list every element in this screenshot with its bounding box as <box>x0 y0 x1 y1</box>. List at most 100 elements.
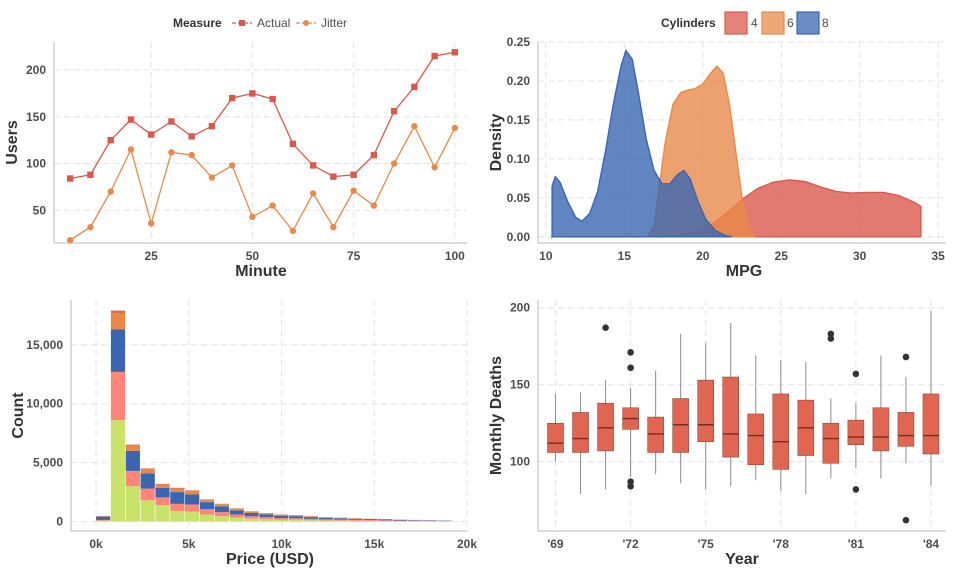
histogram-bar <box>141 469 155 473</box>
box-1980 <box>823 331 839 479</box>
x-tick-label: 5k <box>182 537 196 551</box>
point-jitter <box>128 146 134 152</box>
histogram-bar <box>363 520 377 521</box>
histogram-bar <box>259 517 273 519</box>
outlier-point <box>903 354 910 361</box>
histogram-bar <box>230 509 244 511</box>
box-1975 <box>698 343 714 489</box>
point-actual <box>168 118 174 124</box>
histogram-bar <box>215 516 229 521</box>
y-tick-label: 0.15 <box>507 113 531 127</box>
x-axis-title: Minute <box>235 263 287 280</box>
point-jitter <box>391 160 397 166</box>
histogram-bar <box>141 489 155 501</box>
histogram-bar <box>319 519 333 520</box>
point-actual <box>269 96 275 102</box>
histogram-bar <box>304 520 318 521</box>
series-line-jitter <box>70 126 455 240</box>
histogram-bar <box>215 506 229 512</box>
point-actual <box>371 152 377 158</box>
x-tick-label: 10k <box>272 537 292 551</box>
histogram-bar <box>111 329 125 371</box>
histogram-bar <box>185 491 199 495</box>
point-jitter <box>249 214 255 220</box>
box-body <box>873 408 889 451</box>
point-jitter <box>310 190 316 196</box>
histogram-bar <box>185 504 199 511</box>
histogram-bar <box>170 489 184 493</box>
histogram-bar <box>170 511 184 522</box>
x-axis-title: Year <box>725 551 759 568</box>
series-line-actual <box>70 52 455 178</box>
point-actual <box>229 95 235 101</box>
histogram-bar <box>319 518 333 520</box>
histogram-bar <box>141 500 155 521</box>
histogram-bar <box>111 311 125 313</box>
histogram-bar <box>319 517 333 518</box>
histogram-bar <box>126 486 140 521</box>
point-jitter <box>290 228 296 234</box>
box-1979 <box>798 362 814 494</box>
histogram-bar <box>126 445 140 446</box>
histogram-bar <box>111 313 125 330</box>
histogram-bar <box>363 519 377 520</box>
x-tick-label: 15 <box>618 249 632 263</box>
histogram-bar <box>289 516 303 518</box>
legend-label: 4 <box>751 16 758 30</box>
box-1984 <box>923 311 939 487</box>
point-jitter <box>452 125 458 131</box>
histogram-bar <box>274 516 288 518</box>
x-tick-label: 25 <box>775 249 789 263</box>
y-axis-title: Count <box>10 392 27 439</box>
histogram-bar <box>289 515 303 516</box>
histogram-bar <box>200 500 214 502</box>
point-jitter <box>330 224 336 230</box>
histogram-bar <box>170 488 184 489</box>
x-tick-label: 30 <box>853 249 867 263</box>
box-body <box>923 394 939 454</box>
point-actual <box>391 108 397 114</box>
point-jitter <box>269 202 275 208</box>
histogram-bar <box>141 473 155 488</box>
box-1969 <box>548 394 564 462</box>
point-jitter <box>229 162 235 168</box>
histogram-bar <box>230 515 244 518</box>
histogram-bar <box>274 515 288 516</box>
point-actual <box>67 175 73 181</box>
point-actual <box>148 131 154 137</box>
x-tick-label: 25 <box>144 249 158 263</box>
x-tick-label: '81 <box>848 537 865 551</box>
legend-label: 6 <box>787 16 794 30</box>
point-jitter <box>411 123 417 129</box>
histogram-bar <box>378 521 392 522</box>
histogram-bar <box>185 490 199 491</box>
x-tick-label: 35 <box>931 249 945 263</box>
x-tick-label: '72 <box>623 537 640 551</box>
histogram-bar <box>230 517 244 521</box>
point-actual <box>310 162 316 168</box>
x-tick-label: 10 <box>539 249 553 263</box>
legend-key-swatch <box>725 12 747 34</box>
x-tick-label: '84 <box>923 537 940 551</box>
legend-key-marker <box>303 20 309 26</box>
outlier-point <box>853 486 860 493</box>
legend-title: Measure <box>173 16 222 30</box>
point-actual <box>330 173 336 179</box>
histogram-bar <box>170 492 184 504</box>
legend-key-swatch <box>762 12 784 34</box>
y-tick-label: 100 <box>26 157 46 171</box>
y-tick-label: 10,000 <box>26 397 63 411</box>
box-body <box>698 380 714 442</box>
y-tick-label: 0 <box>56 515 63 529</box>
point-actual <box>107 137 113 143</box>
histogram-bar <box>244 519 258 522</box>
histogram-bar <box>363 521 377 522</box>
histogram-bar <box>185 494 199 504</box>
histogram-bar <box>215 512 229 516</box>
histogram-bar <box>155 484 169 488</box>
box-1973 <box>648 371 664 474</box>
